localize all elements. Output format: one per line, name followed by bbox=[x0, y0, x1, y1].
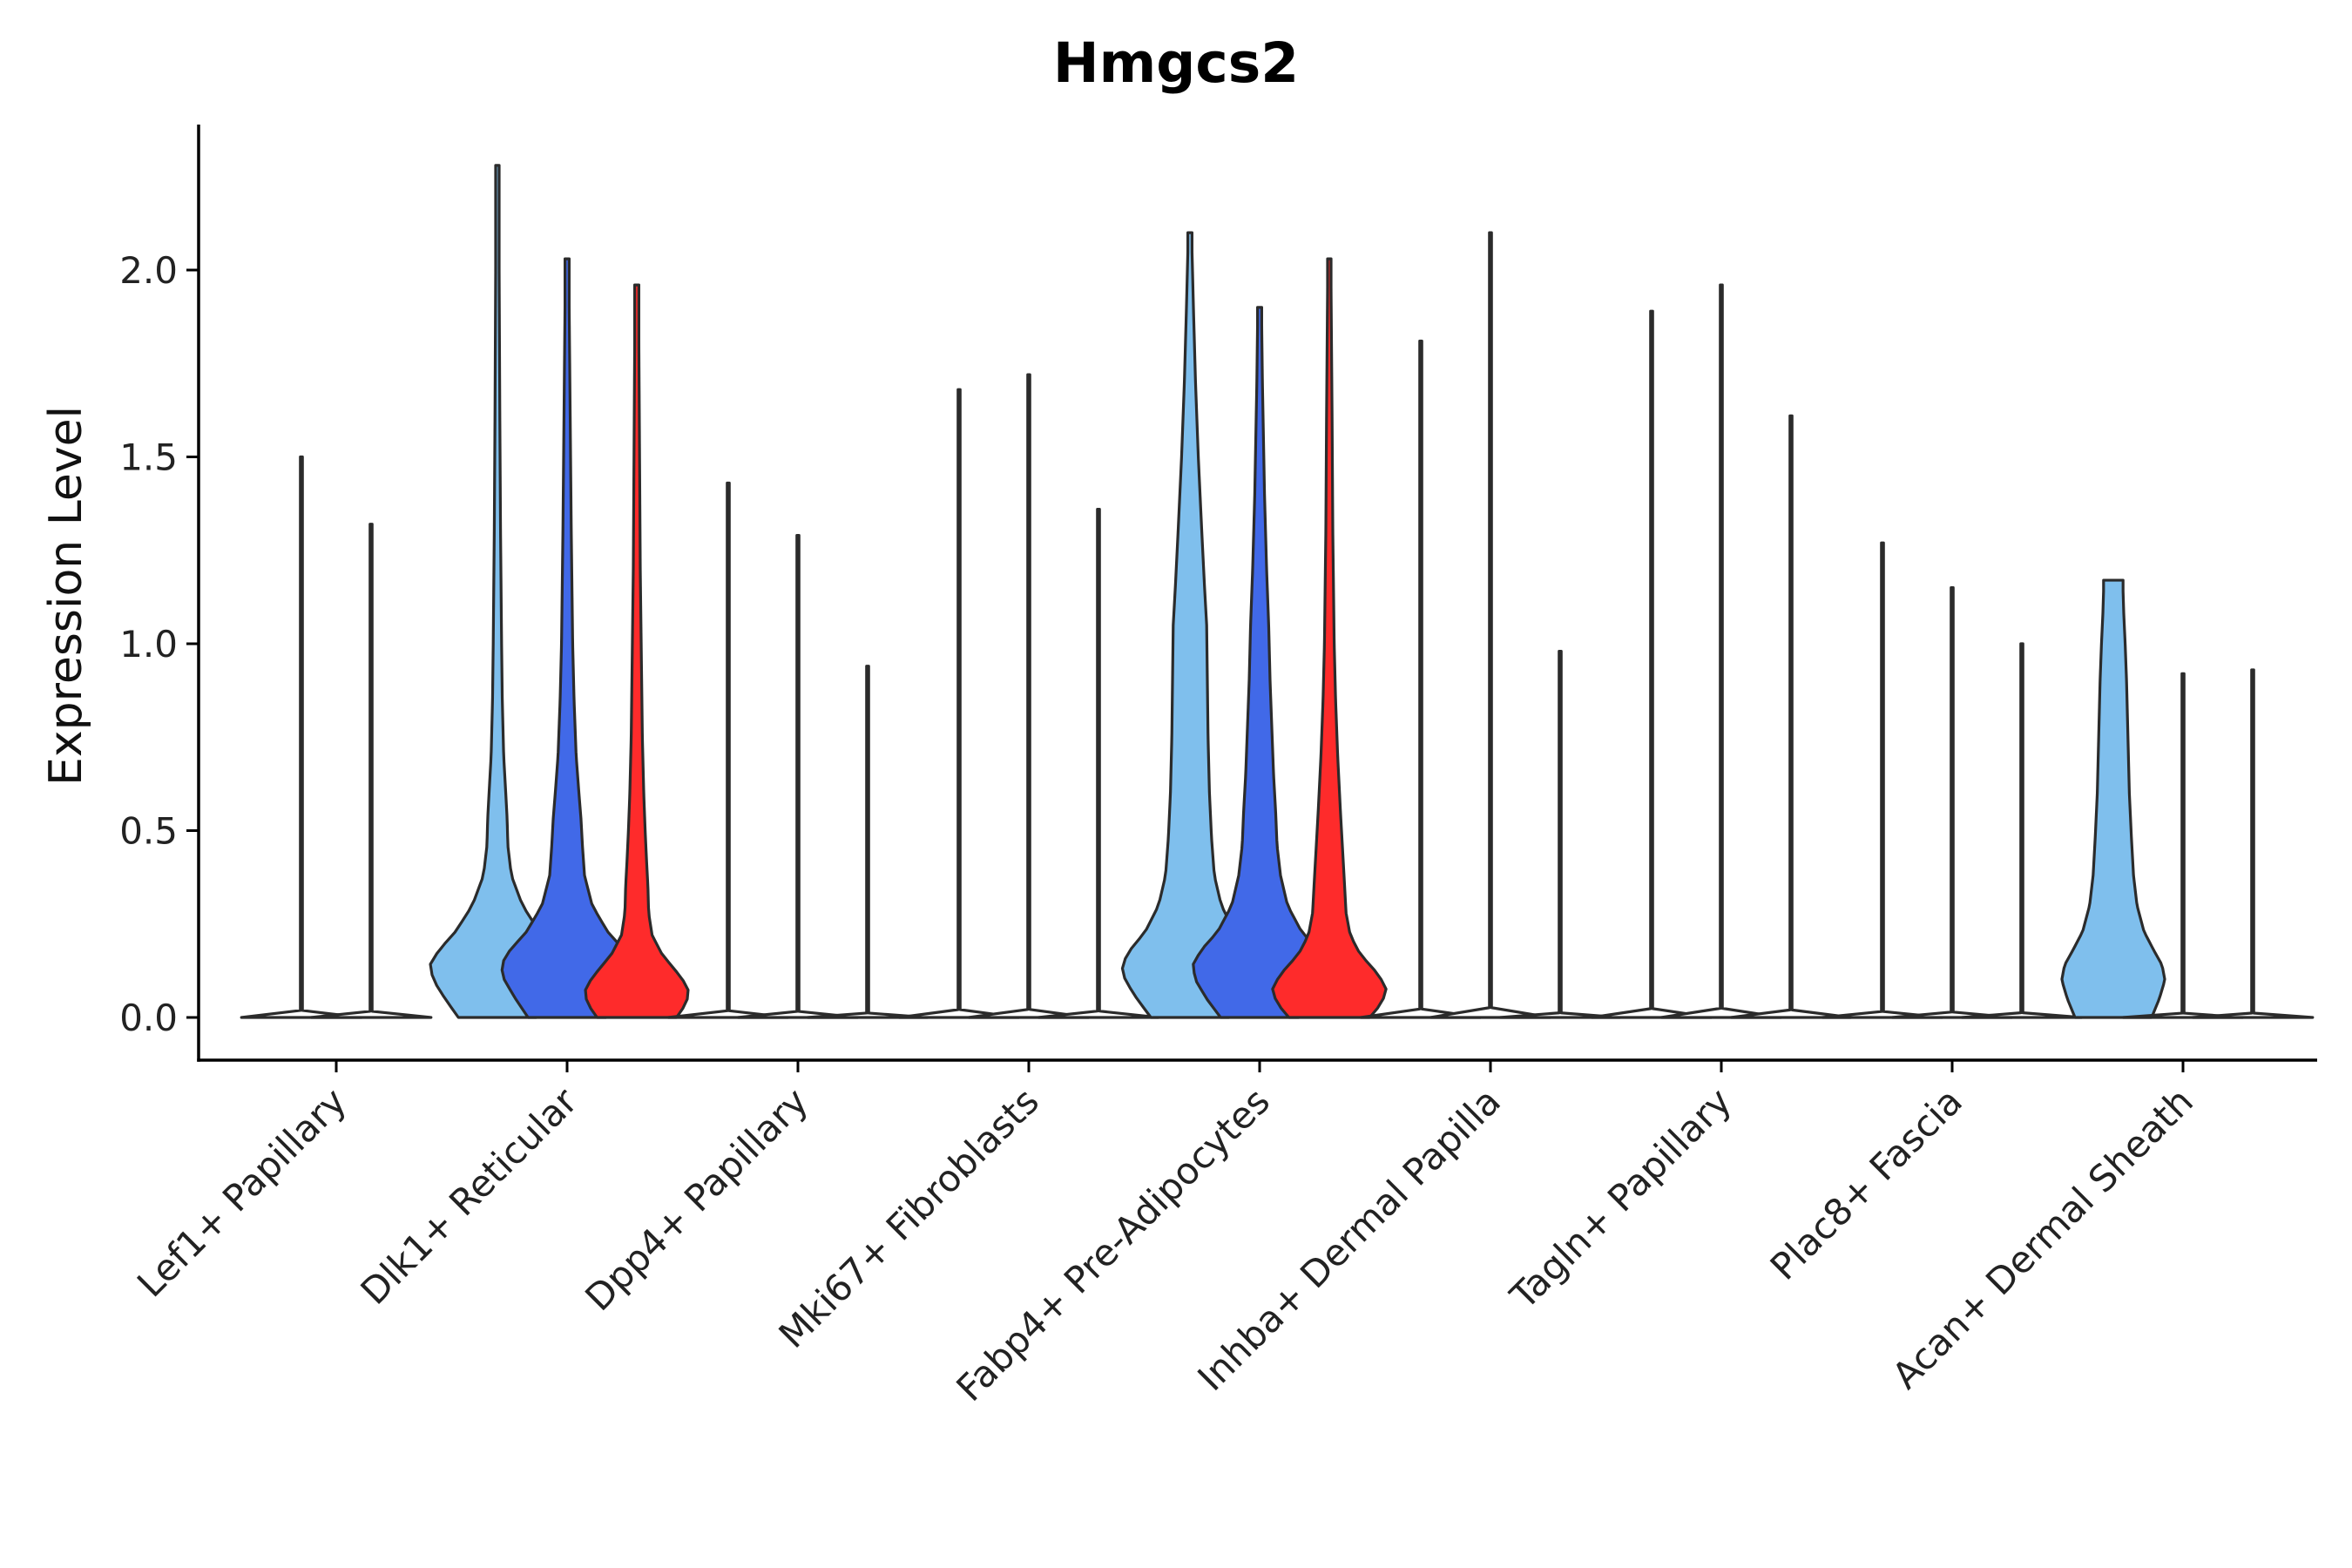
x-tick-label-7: Plac8+ Fascia bbox=[1762, 1079, 1970, 1288]
x-tick-label-3: Mki67+ Fibroblasts bbox=[771, 1079, 1047, 1355]
y-tick-label-3: 1.5 bbox=[119, 436, 178, 479]
violin-4-0 bbox=[1120, 231, 1260, 1019]
violin-6-1 bbox=[1659, 283, 1783, 1019]
violin-7-2 bbox=[1960, 642, 2084, 1019]
violin-2-2 bbox=[806, 665, 929, 1019]
y-tick-label-2: 1.0 bbox=[119, 623, 178, 666]
violin-6-0 bbox=[1590, 309, 1713, 1019]
violin-2-0 bbox=[666, 481, 790, 1019]
violin-5-1 bbox=[1429, 231, 1552, 1019]
x-tick-label-0: Lef1+ Papillary bbox=[129, 1079, 355, 1305]
violin-7-1 bbox=[1890, 586, 2014, 1019]
x-tick-label-6: Tagln+ Papillary bbox=[1502, 1079, 1740, 1317]
violin-7-0 bbox=[1821, 541, 1944, 1019]
y-tick-label-1: 0.5 bbox=[119, 810, 178, 853]
violin-3-1 bbox=[967, 373, 1091, 1019]
violin-5-0 bbox=[1359, 339, 1483, 1019]
y-axis-title: Expression Level bbox=[40, 406, 92, 786]
x-tick-label-1: Dlk1+ Reticular bbox=[353, 1079, 586, 1313]
violin-4-1 bbox=[1192, 306, 1328, 1019]
violin-1-0 bbox=[429, 164, 566, 1019]
y-tick-label-4: 2.0 bbox=[119, 249, 178, 292]
violin-6-2 bbox=[1729, 414, 1853, 1019]
violin-2-1 bbox=[736, 533, 860, 1019]
violin-0-1 bbox=[309, 523, 433, 1019]
y-tick-label-0: 0.0 bbox=[119, 997, 178, 1039]
violin-3-0 bbox=[897, 388, 1021, 1019]
chart-title: Hmgcs2 bbox=[1052, 31, 1300, 95]
violin-5-2 bbox=[1498, 649, 1622, 1019]
violin-4-2 bbox=[1271, 257, 1388, 1019]
violin-1-2 bbox=[584, 283, 690, 1019]
violins-layer bbox=[240, 164, 2315, 1019]
violin-0-0 bbox=[240, 455, 363, 1019]
violin-8-2 bbox=[2191, 668, 2315, 1019]
x-tick-label-2: Dpp4+ Papillary bbox=[577, 1079, 816, 1319]
violin-8-1 bbox=[2121, 672, 2245, 1019]
violin-8-0 bbox=[2060, 578, 2166, 1019]
violin-3-2 bbox=[1037, 507, 1160, 1019]
violin-1-1 bbox=[500, 257, 634, 1019]
